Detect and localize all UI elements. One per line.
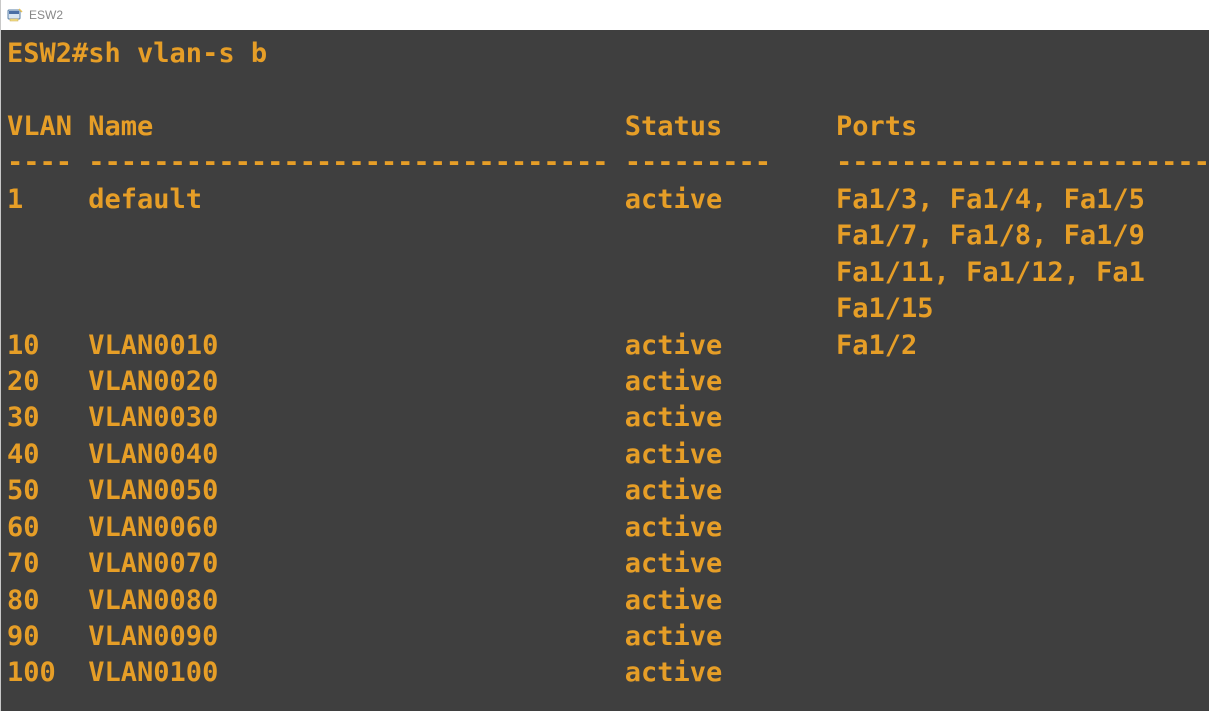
app-window: ESW2 ESW2#sh vlan-s b VLAN Name Status P… [0, 0, 1209, 711]
titlebar[interactable]: ESW2 [1, 0, 1209, 30]
terminal-output[interactable]: ESW2#sh vlan-s b VLAN Name Status Ports … [1, 30, 1209, 711]
window-title: ESW2 [29, 8, 63, 22]
putty-terminal-icon [7, 7, 23, 23]
